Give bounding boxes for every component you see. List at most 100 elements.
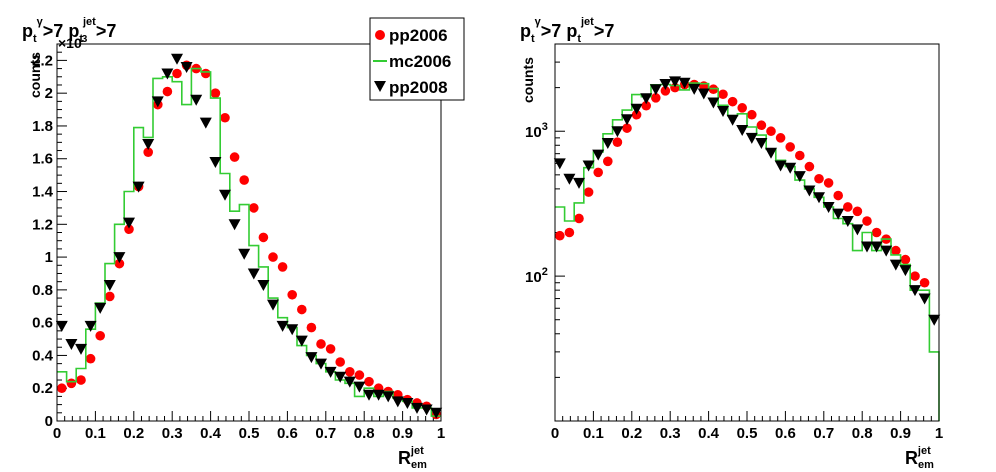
left-pp2008-point	[430, 407, 443, 419]
left-pp2008-point	[142, 138, 155, 150]
left-pp2008-point	[276, 320, 289, 332]
left-y-tick-label: 1.6	[32, 151, 53, 168]
right-pp2008-point	[813, 192, 825, 204]
right-pp2006-point	[737, 103, 747, 113]
right-pp2008-point	[717, 105, 729, 117]
right-pp2006-point	[795, 150, 805, 161]
left-pp2008-point	[315, 358, 327, 370]
left-pp2008-point	[55, 320, 68, 332]
right-pp2008-point	[601, 137, 614, 149]
left-pp2006-point	[306, 322, 317, 333]
right-title: ptγ>7 ptjet>7	[520, 16, 614, 45]
left-pp2006-point	[172, 68, 182, 79]
right-pp2008-point	[582, 160, 595, 172]
right-pp2008-point	[851, 224, 864, 236]
right-pp2006-point	[747, 109, 757, 120]
left-pp2008-point	[75, 343, 87, 355]
right-pp2008-point	[755, 137, 768, 149]
left-pp2008-point	[257, 279, 270, 291]
left-y-tick-label: 0	[45, 413, 53, 430]
right-axes: 0 0.1 0.2 0.3 0.4 0.5 0.6 0.7 0.8 0.9 1 102 103	[525, 43, 943, 442]
left-x-tick-label: 0.7	[315, 425, 336, 442]
left-pp2008-point	[209, 157, 222, 169]
left-pp2008-point	[353, 381, 366, 393]
left-pp2008-point	[420, 404, 433, 416]
right-pp2008-point	[765, 147, 777, 159]
left-pp2008-point	[113, 252, 126, 264]
right-pp2008-point	[918, 293, 931, 305]
right-pp2006-point	[593, 167, 603, 178]
right-pp2006-point	[603, 156, 613, 167]
left-y-tick-label: 2.2	[32, 52, 53, 69]
left-y-tick-label: 0.2	[32, 380, 53, 397]
left-pp2006-point	[220, 112, 230, 123]
left-y-tick-label: 1.8	[32, 118, 53, 135]
legend-label-mc2006: mc2006	[389, 52, 451, 71]
left-series	[55, 53, 443, 420]
right-pp2008-point	[880, 245, 893, 257]
right-pp2006-point	[622, 123, 632, 133]
left-pp2008-point	[382, 391, 395, 403]
right-x-tick-label: 0.8	[852, 425, 873, 442]
left-panel-linear: ptγ>7 ptjet>7 counts ×103 0 0.1 0.2 0.3 0.4 0…	[22, 16, 465, 471]
left-pp2006-point	[335, 357, 346, 367]
right-pp2006-point	[833, 190, 843, 201]
left-y-tick-label: 1.4	[32, 184, 54, 201]
left-y-tick-label: 0.8	[32, 282, 53, 299]
right-pp2008-point	[611, 126, 624, 138]
right-pp2006-point	[583, 187, 594, 197]
left-pp2008-point	[286, 324, 299, 336]
left-mc2006-histogram	[57, 67, 441, 417]
right-mc2006-histogram	[555, 82, 940, 421]
left-pp2008-point	[295, 335, 308, 347]
right-x-tick-label: 0.3	[660, 425, 681, 442]
right-pp2008-point	[928, 314, 941, 326]
right-pp2006-point	[891, 245, 901, 256]
left-pp2008-point	[247, 268, 260, 280]
right-pp2008-point	[688, 83, 701, 95]
left-pp2008-point	[161, 68, 174, 80]
left-pp2006-point	[76, 375, 86, 385]
right-pp2008-point	[649, 84, 662, 96]
left-pp2008-point	[334, 371, 347, 383]
right-pp2008-point	[553, 158, 566, 170]
left-pp2006-point	[345, 367, 355, 377]
left-pp2008-point	[94, 302, 107, 314]
right-pp2006-point	[871, 227, 882, 238]
left-pp2006-point	[143, 147, 153, 157]
right-pp2008-point	[832, 208, 845, 220]
left-pp2006-point	[287, 289, 298, 300]
legend-label-pp2006: pp2006	[389, 26, 448, 45]
left-pp2008-point	[171, 53, 183, 65]
left-x-tick-label: 0	[53, 425, 61, 442]
left-pp2008-point	[65, 338, 78, 350]
right-pp2008-point	[745, 132, 758, 144]
right-pp2006-point	[574, 213, 584, 224]
right-pp2006-point	[651, 93, 661, 103]
left-pp2006-point	[95, 330, 105, 341]
left-pp2006-point	[249, 203, 259, 213]
left-x-tick-label: 1	[437, 425, 445, 442]
right-pp2008-point	[563, 173, 576, 185]
right-pp2008-point	[669, 76, 681, 88]
right-pp2008-point	[774, 160, 787, 172]
left-pp2008-point	[84, 320, 97, 332]
left-x-tick-label: 0.2	[123, 425, 144, 442]
right-pp2006-point	[564, 227, 575, 238]
right-pp2008-point	[621, 114, 633, 126]
left-pp2006-point	[316, 339, 326, 349]
right-pp2006-point	[775, 133, 786, 143]
left-pp2006-point	[105, 291, 115, 302]
left-x-tick-label: 0.5	[239, 425, 260, 442]
left-pp2008-point	[305, 352, 318, 364]
left-pp2006-point	[258, 232, 269, 243]
right-pp2008-point	[899, 265, 912, 277]
right-pp2006-point	[718, 89, 728, 100]
right-x-tick-label: 0	[551, 425, 559, 442]
left-y-multiplier: ×103	[58, 34, 88, 51]
left-pp2008-point	[190, 94, 203, 106]
right-pp2006-point	[727, 96, 738, 107]
left-pp2008-point	[343, 376, 356, 388]
right-pp2006-point	[766, 126, 776, 137]
left-pp2008-point	[151, 96, 164, 108]
